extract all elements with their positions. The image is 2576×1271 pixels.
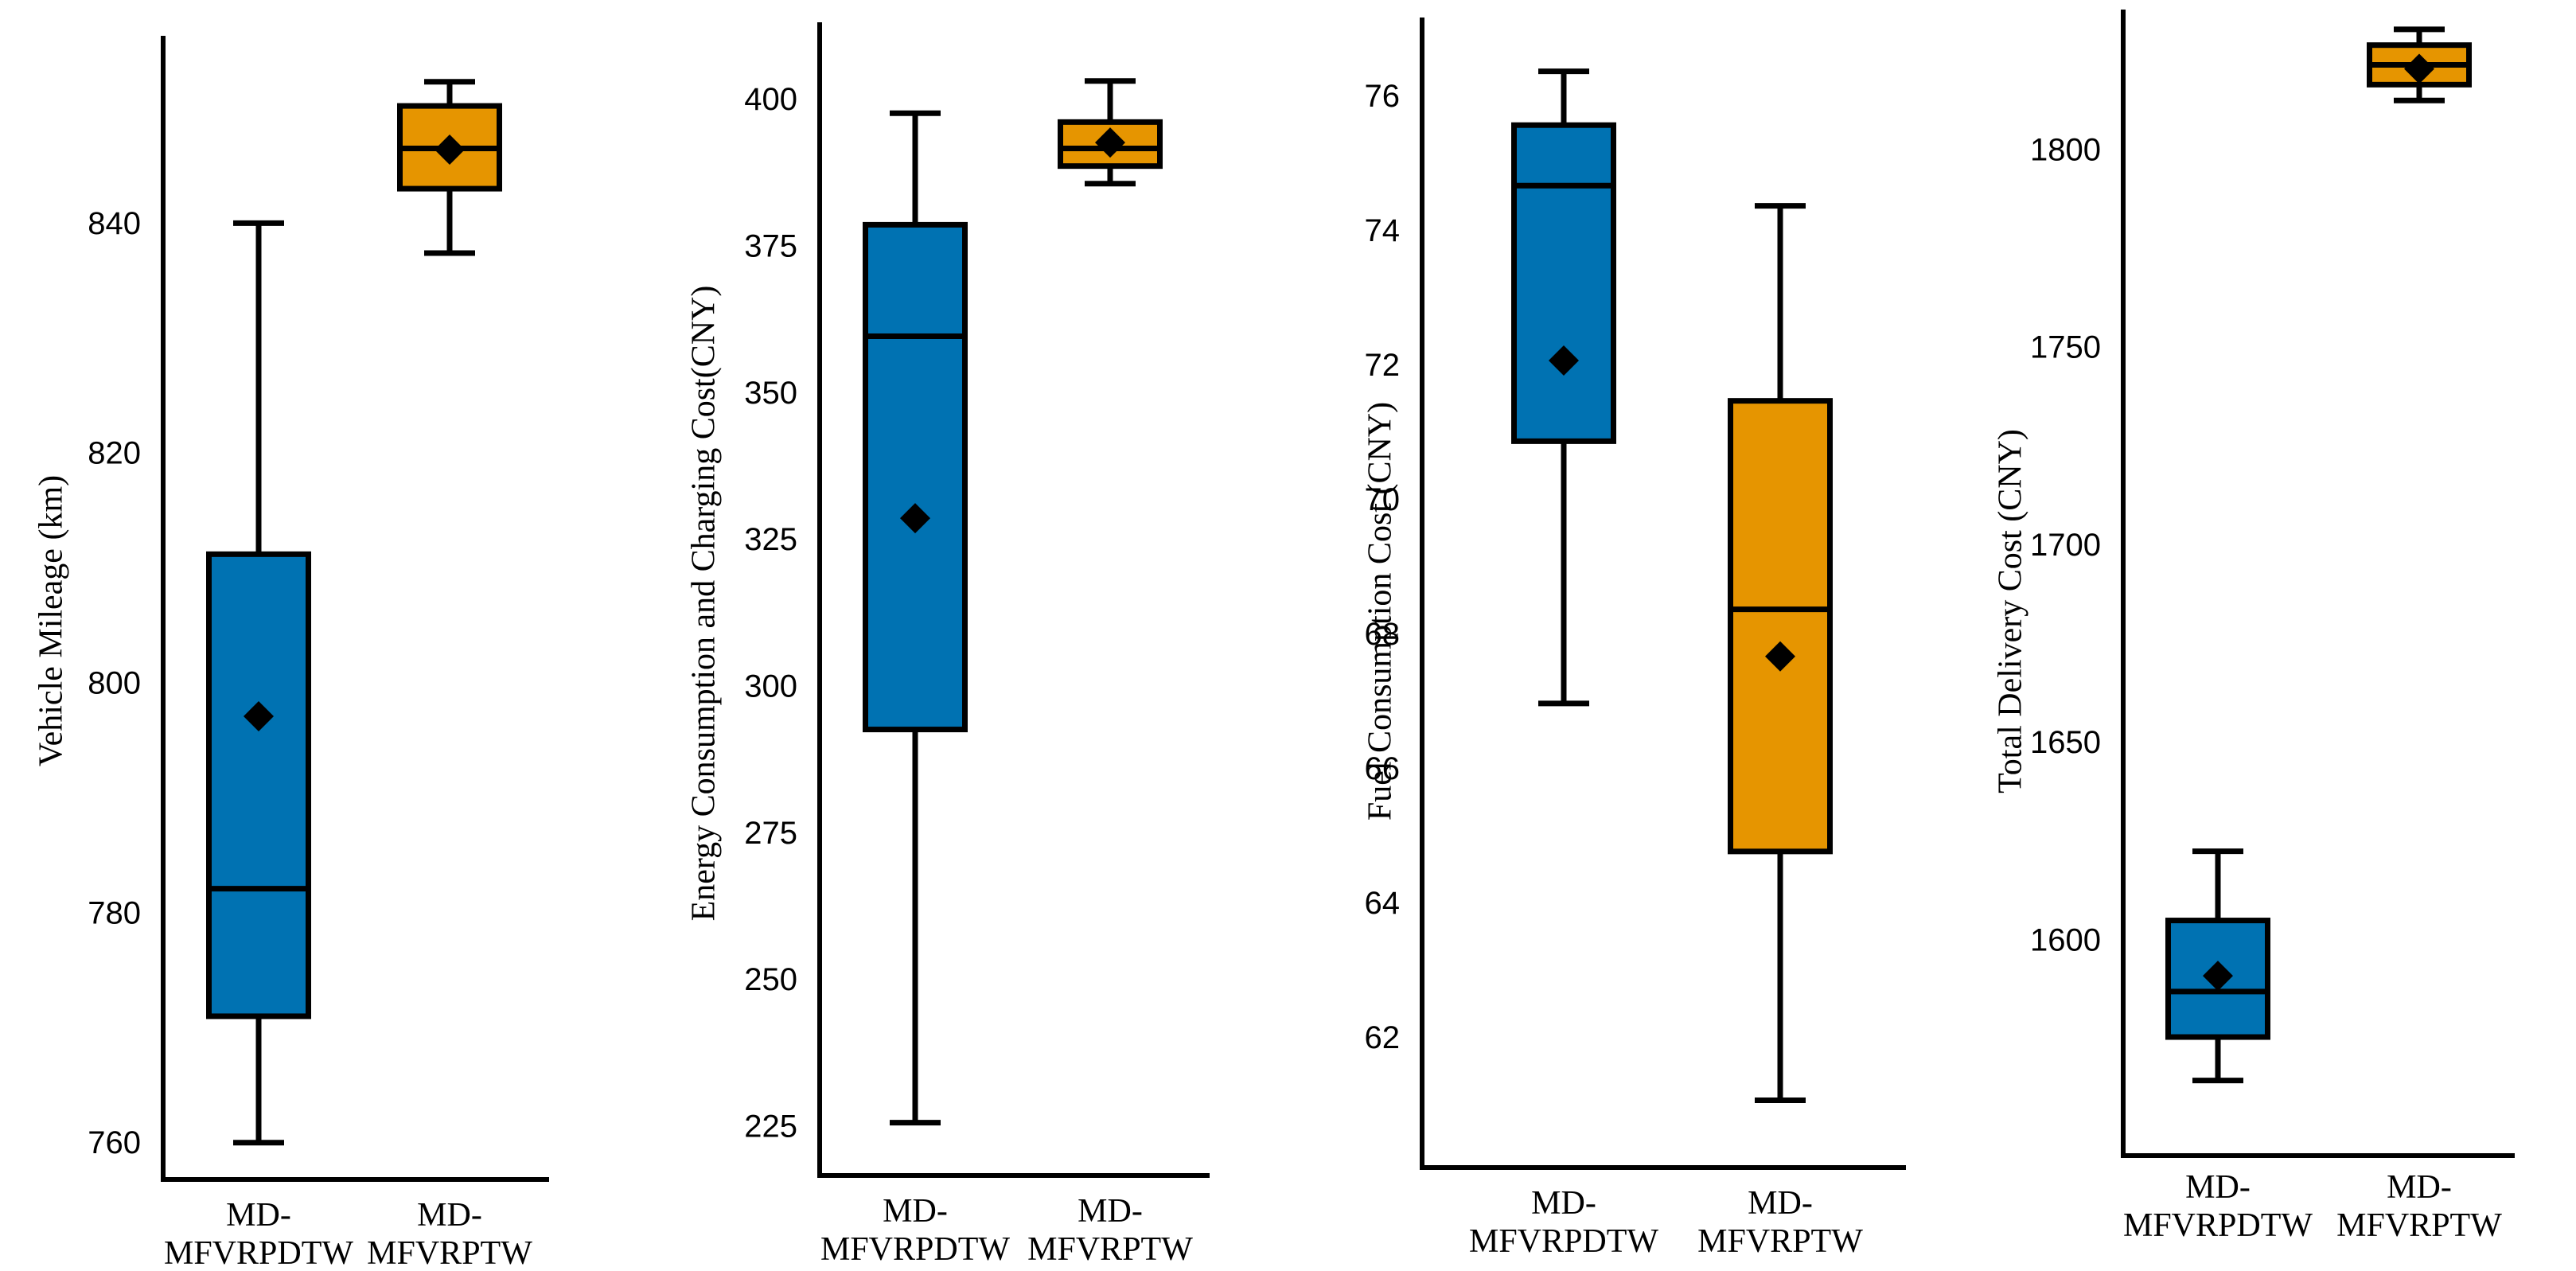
mean-marker (1095, 127, 1125, 158)
iqr-box (1511, 122, 1616, 444)
y-tick-label: 72 (1365, 348, 1401, 383)
box-2 (1058, 78, 1163, 187)
y-tick-label: 1750 (2030, 330, 2101, 365)
x-category-label: MD-MFVRPTW (367, 1197, 532, 1271)
y-tick-label: 780 (88, 895, 141, 930)
mean-marker (900, 503, 930, 534)
x-category-label: MD-MFVRPTW (1697, 1185, 1863, 1260)
x-category-label: MD-MFVRPDTW (2123, 1169, 2313, 1244)
y-tick-label: 68 (1365, 617, 1401, 652)
y-axis-title: Vehicle Mileage (km) (33, 475, 70, 766)
x-category-label: MD-MFVRPTW (1027, 1193, 1193, 1268)
x-category-label: MD-MFVRPDTW (1469, 1185, 1658, 1260)
mean-marker (244, 700, 274, 731)
mean-marker (2404, 53, 2434, 84)
y-tick-label: 1700 (2030, 528, 2101, 563)
mean-marker (2203, 961, 2233, 992)
box-1 (1511, 68, 1616, 707)
iqr-box (1728, 398, 1833, 855)
y-tick-label: 350 (744, 376, 797, 411)
iqr-box (206, 551, 311, 1020)
y-tick-label: 1600 (2030, 922, 2101, 957)
mean-marker (1549, 345, 1579, 376)
y-axis-title: Total Delivery Cost (CNY) (1993, 429, 2029, 793)
mean-marker (435, 134, 465, 165)
box-2 (397, 79, 502, 256)
y-tick-label: 840 (88, 206, 141, 241)
box-1 (206, 220, 311, 1146)
y-tick-label: 400 (744, 82, 797, 117)
x-category-label: MD-MFVRPDTW (164, 1197, 353, 1271)
mean-marker (1765, 641, 1795, 672)
y-tick-label: 325 (744, 522, 797, 557)
x-category-label: MD-MFVRPDTW (820, 1193, 1010, 1268)
y-tick-label: 1650 (2030, 725, 2101, 760)
y-tick-label: 62 (1365, 1020, 1401, 1055)
box-2 (2367, 26, 2472, 103)
panel-3: 62 64 66 68 70 72 74 76 Fuel Consumption Cost (C… (1362, 18, 1906, 1260)
y-tick-label: 64 (1365, 886, 1401, 921)
x-category-label: MD-MFVRPTW (2336, 1169, 2502, 1244)
y-tick-label: 375 (744, 228, 797, 263)
y-tick-label: 820 (88, 436, 141, 471)
y-tick-label: 300 (744, 669, 797, 704)
y-tick-label: 1800 (2030, 132, 2101, 167)
box-2 (1728, 203, 1833, 1103)
panel-1: 760 780 800 820 840 Vehicle Mileage (km) MD-MF… (33, 36, 549, 1271)
y-tick-label: 76 (1365, 79, 1401, 114)
y-tick-label: 74 (1365, 213, 1401, 248)
y-axis-title: Fuel Consumption Cost (CNY) (1362, 402, 1399, 821)
y-tick-label: 225 (744, 1109, 797, 1144)
box-1 (2165, 848, 2270, 1084)
box-1 (863, 110, 968, 1126)
y-tick-label: 800 (88, 666, 141, 701)
y-tick-label: 275 (744, 816, 797, 851)
panel-2: 225 250 275 300 325 350 375 400 Energy Consumpti… (686, 22, 1210, 1268)
y-tick-label: 66 (1365, 751, 1401, 786)
y-tick-label: 250 (744, 962, 797, 997)
y-axis-title: Energy Consumption and Charging Cost(CNY… (686, 286, 723, 922)
y-tick-label: 760 (88, 1125, 141, 1160)
iqr-box (863, 221, 968, 733)
panel-4: 1600 1650 1700 1750 1800 Total Delivery Cost … (1993, 10, 2515, 1244)
y-tick-label: 70 (1365, 482, 1401, 517)
